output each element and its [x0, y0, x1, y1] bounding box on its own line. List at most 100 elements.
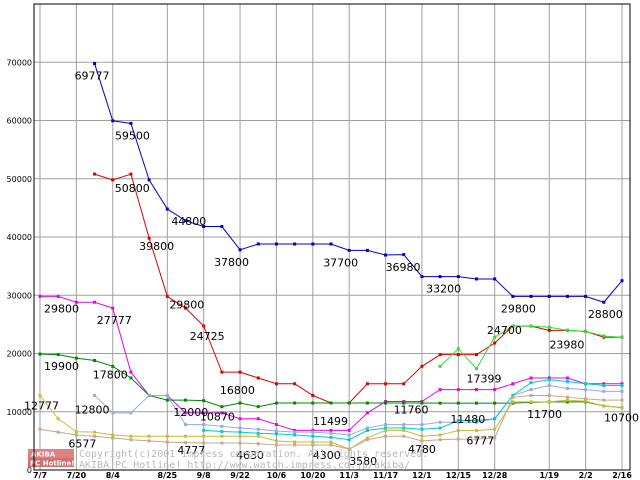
data-point [384, 401, 388, 405]
data-point [384, 428, 388, 432]
data-point [202, 428, 206, 432]
data-point [238, 430, 242, 434]
data-label: 37700 [323, 256, 358, 269]
data-point [602, 300, 606, 304]
data-point [38, 294, 42, 298]
data-point [220, 441, 224, 445]
x-tick-label: 9/8 [197, 471, 211, 480]
data-point [293, 443, 297, 447]
data-point [202, 399, 206, 403]
data-point [365, 411, 369, 415]
data-label: 6777 [466, 435, 494, 448]
data-point [620, 384, 624, 388]
data-point [256, 427, 260, 431]
x-tick-label: 7/7 [33, 471, 47, 480]
data-point [565, 328, 569, 332]
data-point [129, 172, 133, 176]
data-point [238, 248, 242, 252]
data-point [311, 242, 315, 246]
data-point [347, 248, 351, 252]
site-url-text: AKIBA PC Hotline! http://www.watch.impre… [79, 460, 410, 471]
data-point [256, 376, 260, 380]
data-point [420, 275, 424, 279]
data-point [402, 399, 406, 403]
data-label: 4630 [236, 449, 264, 462]
data-point [602, 404, 606, 408]
data-point [402, 382, 406, 386]
data-point [456, 420, 460, 424]
data-label: 11760 [394, 403, 429, 416]
data-point [438, 401, 442, 405]
data-point [620, 406, 624, 410]
data-label: 27777 [97, 314, 132, 327]
data-point [602, 334, 606, 338]
data-point [256, 431, 260, 435]
data-point [565, 400, 569, 404]
data-point [402, 426, 406, 430]
data-point [493, 277, 497, 281]
y-tick-label: 10000 [7, 408, 32, 417]
data-label: 39800 [139, 240, 174, 253]
x-tick-label: 8/4 [106, 471, 120, 480]
data-point [93, 62, 97, 66]
data-point [38, 394, 42, 398]
data-point [329, 435, 333, 439]
data-point [311, 430, 315, 434]
data-point [238, 417, 242, 421]
data-label: 24725 [190, 330, 225, 343]
data-point [129, 370, 133, 374]
data-point [347, 428, 351, 432]
data-point [584, 397, 588, 401]
data-label: 4780 [408, 443, 436, 456]
data-point [438, 353, 442, 357]
data-point [438, 420, 442, 424]
data-point [384, 434, 388, 438]
x-tick-label: 11/17 [373, 471, 398, 480]
data-point [475, 277, 478, 281]
data-point [438, 426, 442, 430]
data-point [475, 429, 478, 433]
data-label: 29800 [501, 302, 536, 315]
data-point [311, 440, 315, 444]
data-point [184, 306, 187, 310]
data-point [620, 389, 624, 393]
data-point [184, 441, 187, 445]
data-point [402, 401, 406, 405]
data-point [129, 121, 133, 125]
data-point [274, 382, 278, 386]
series-line [94, 173, 622, 404]
data-point [529, 324, 533, 328]
data-point [547, 384, 551, 388]
data-point [220, 405, 224, 409]
data-point [365, 426, 369, 430]
data-point [93, 430, 97, 434]
data-point [147, 439, 151, 443]
data-label: 4777 [177, 444, 205, 457]
data-point [165, 398, 169, 402]
data-point [493, 388, 497, 392]
data-point [56, 417, 60, 421]
data-point [511, 393, 515, 397]
data-label: 23980 [549, 338, 584, 351]
data-point [184, 411, 187, 415]
data-point [475, 437, 478, 441]
data-point [511, 324, 515, 328]
data-label: 3580 [349, 455, 377, 468]
data-point [274, 429, 278, 433]
data-point [93, 393, 97, 397]
y-tick-label: 70000 [7, 58, 32, 67]
data-point [165, 393, 169, 397]
data-point [365, 401, 369, 405]
data-point [529, 388, 533, 392]
data-point [384, 426, 388, 430]
data-point [511, 294, 515, 298]
data-point [511, 382, 515, 386]
data-point [56, 353, 60, 357]
data-point [147, 393, 151, 397]
x-axis: 7/7 7/20 8/4 8/25 9/8 9/22 10/6 10/20 11/3 11/17 1… [33, 471, 632, 480]
data-point [111, 178, 115, 182]
data-point [274, 439, 278, 443]
data-point [220, 411, 224, 415]
x-tick-label: 2/16 [612, 471, 632, 480]
